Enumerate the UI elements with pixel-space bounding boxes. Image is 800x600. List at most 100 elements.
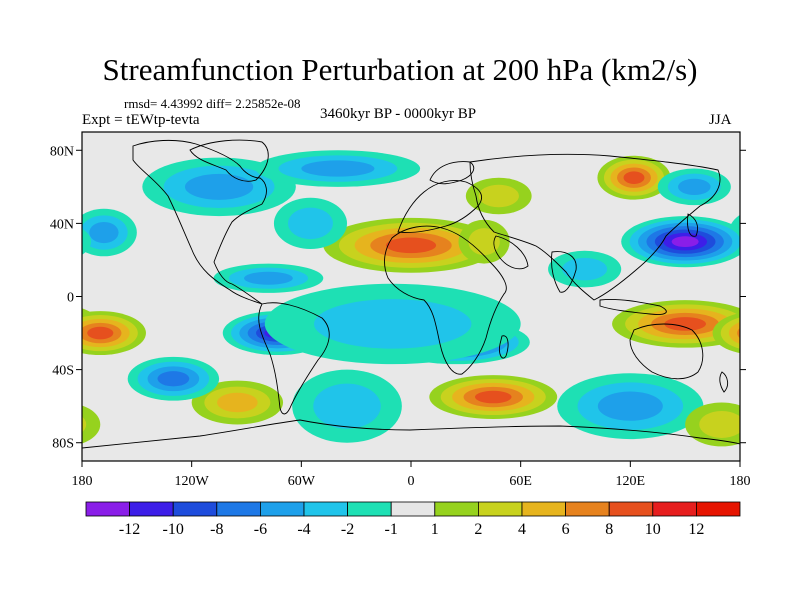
contour-band [10, 174, 63, 200]
coast-europe [397, 180, 482, 233]
coast-scandinavia [429, 161, 475, 185]
contour-band [623, 171, 645, 184]
field-anomaly-center [255, 150, 421, 187]
contour-band [184, 173, 254, 200]
colorbar-swatch [129, 501, 174, 517]
contour-band [6, 317, 48, 331]
contour-band [699, 410, 740, 438]
field-anomaly-center [0, 373, 704, 440]
field-anomaly-center [273, 197, 348, 249]
colorbar-swatch [608, 501, 654, 517]
contour-band [217, 392, 258, 413]
coast-arabia [493, 235, 529, 270]
coast-new-zealand [719, 371, 729, 393]
colorbar-label: -6 [254, 521, 267, 538]
colorbar-label: -8 [210, 521, 223, 538]
field-anomaly-center [548, 250, 622, 288]
colorbar-swatch [259, 501, 305, 517]
colorbar-swatch [85, 501, 130, 517]
figure-title: Streamfunction Perturbation at 200 hPa (… [102, 52, 698, 87]
contour-band [0, 382, 25, 430]
contour-band [87, 326, 114, 340]
colorbar-swatch [652, 501, 697, 517]
contour-band [745, 327, 771, 340]
colorbar-swatch [696, 501, 741, 517]
contour-band [287, 207, 333, 240]
map-axes: 80N 40N 0 40S 80S 180 120W 60W 0 60E 120E 180 [50, 144, 751, 489]
colorbar-label: 2 [474, 521, 482, 538]
field-anomaly-center [82, 311, 771, 355]
contour-band [747, 222, 776, 243]
contour-band [728, 322, 740, 345]
stats-label: rmsd= 4.43992 diff= 2.25852e-08 [124, 96, 301, 111]
contour-band [796, 362, 800, 396]
coast-australia [629, 323, 704, 380]
contour-band [0, 156, 13, 200]
lon-tick-label: 60E [509, 474, 532, 489]
field-anomaly-center [82, 402, 740, 447]
contour-band [664, 317, 707, 331]
contour-band [14, 236, 41, 247]
field-anomaly-center [127, 356, 800, 401]
contour-band [562, 257, 608, 281]
contour-band [82, 228, 92, 255]
field-anomaly-center [82, 208, 776, 257]
coast-india [551, 251, 577, 293]
colorbar-label: -10 [163, 521, 184, 538]
lon-tick-label: 0 [408, 474, 415, 489]
field-anomaly-center [292, 369, 402, 443]
contour-band [474, 390, 512, 404]
contour-band [244, 271, 293, 285]
colorbar-label: 10 [645, 521, 661, 538]
coast-asia [469, 153, 721, 301]
colorbar-swatch [565, 501, 610, 517]
lat-tick-label: 40N [50, 217, 74, 232]
streamfunction-field [0, 150, 800, 447]
contour-band [82, 405, 101, 444]
contour-band [301, 160, 375, 177]
lat-tick-label: 40S [52, 364, 74, 379]
contour-band [157, 371, 190, 387]
field-anomaly-center [0, 216, 740, 268]
coast-greenland [189, 139, 269, 182]
season-label: JJA [709, 112, 732, 128]
coast-north-america [132, 139, 267, 305]
colorbar-label: -4 [297, 521, 310, 538]
contour-band [0, 169, 73, 206]
contour-band [671, 236, 699, 248]
contour-band [82, 315, 88, 332]
colorbar-label: 1 [431, 521, 439, 538]
contour-band [313, 299, 472, 349]
colorbar-swatch [303, 501, 348, 517]
coast-antarctica [82, 419, 740, 449]
field-anomaly-center [0, 155, 671, 200]
colorbar-swatch [521, 501, 566, 517]
contour-band [0, 230, 57, 254]
field-anomaly-center [213, 263, 324, 293]
coastlines [82, 139, 740, 449]
lon-tick-label: 120E [616, 474, 646, 489]
lon-tick-label: 60W [288, 474, 316, 489]
contour-band [0, 309, 74, 340]
colorbar-swatch [390, 501, 436, 517]
colorbar-label: 4 [518, 521, 526, 538]
contour-band [786, 357, 800, 401]
coast-africa [384, 225, 507, 375]
coast-south-america [258, 302, 330, 415]
field-anomaly-center [465, 177, 532, 215]
contour-band [5, 233, 49, 251]
colorbar-swatch [477, 501, 523, 517]
contour-band [678, 178, 711, 195]
period-label: 3460kyr BP - 0000kyr BP [320, 106, 477, 122]
colorbar-swatch [347, 501, 392, 517]
coast-madagascar [499, 335, 509, 359]
colorbar-label: 8 [605, 521, 613, 538]
contour-band [478, 184, 519, 208]
contour-band [313, 383, 381, 429]
field-anomaly-center [191, 380, 284, 425]
contour-band [737, 327, 740, 339]
field-anomaly-center [323, 217, 499, 273]
contour-band [0, 373, 45, 439]
field-anomaly-center [0, 168, 731, 206]
